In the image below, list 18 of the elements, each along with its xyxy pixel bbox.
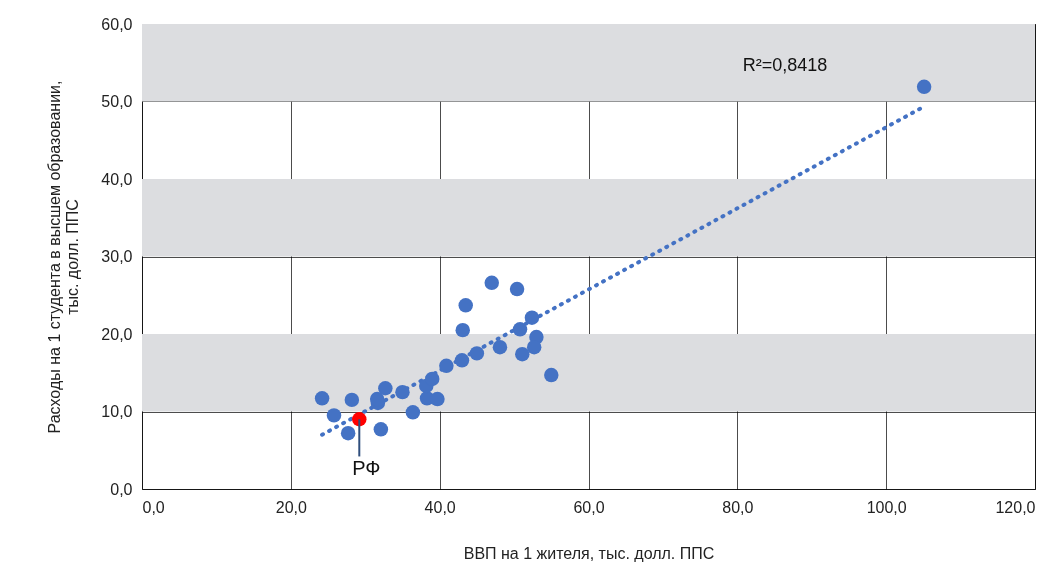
x-tick-label: 20,0 bbox=[275, 498, 308, 516]
y-tick-label: 30,0 bbox=[101, 248, 133, 265]
y-tick-label: 0,0 bbox=[110, 480, 133, 498]
y-tick-label: 40,0 bbox=[101, 170, 133, 188]
annotation: R²=0,8418 bbox=[742, 54, 828, 75]
x-tick-label: 120,0 bbox=[995, 498, 1036, 516]
y-tick-label: 20,0 bbox=[101, 325, 133, 343]
x-tick-label: 80,0 bbox=[722, 498, 754, 516]
y-tick-label: 60,0 bbox=[101, 15, 133, 33]
x-tick-label: 40,0 bbox=[424, 498, 456, 516]
x-tick-label: 60,0 bbox=[573, 498, 605, 516]
x-tick-label: 0,0 bbox=[142, 498, 165, 516]
annotation: РФ bbox=[352, 457, 381, 480]
y-tick-label: 50,0 bbox=[101, 93, 133, 110]
y-tick-label: 10,0 bbox=[101, 403, 133, 420]
x-axis-title: ВВП на 1 жителя, тыс. долл. ППС bbox=[463, 544, 715, 562]
y-axis-title: Расходы на 1 студента в высшем образовании, тыс. долл. ППС bbox=[46, 80, 82, 434]
x-tick-label: 100,0 bbox=[866, 498, 907, 516]
